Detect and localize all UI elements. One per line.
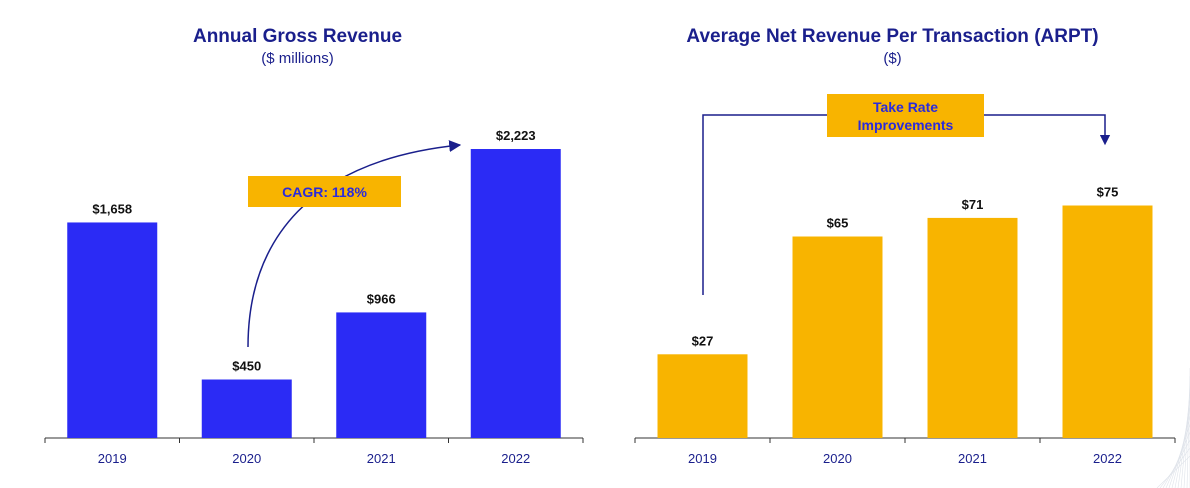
decorative-line xyxy=(1165,431,1190,488)
chart-subtitle: ($) xyxy=(883,50,902,67)
decorative-line xyxy=(1180,391,1190,488)
gross-revenue-chart: Annual Gross Revenue ($ millions) $1,658… xyxy=(44,26,584,466)
x-tick-label: 2022 xyxy=(501,451,530,466)
bar xyxy=(470,149,561,438)
take-rate-arrow xyxy=(984,114,1111,146)
decorative-line xyxy=(1177,399,1190,488)
x-tick-label: 2022 xyxy=(1093,451,1122,466)
bar xyxy=(792,236,883,438)
decorative-line xyxy=(1162,439,1190,488)
data-label: $2,223 xyxy=(496,128,536,143)
chart-subtitle: ($ millions) xyxy=(261,50,334,67)
bar xyxy=(67,222,158,438)
cagr-callout: CAGR: 118% xyxy=(248,176,401,207)
take-rate-callout: Take Rate Improvements xyxy=(827,94,984,137)
decorative-line xyxy=(1156,455,1190,488)
chart-title: Average Net Revenue Per Transaction (ARP… xyxy=(686,26,1099,47)
x-tick-label: 2020 xyxy=(232,451,261,466)
bar xyxy=(927,217,1018,438)
data-label: $966 xyxy=(367,291,396,306)
bar xyxy=(657,354,748,438)
x-tick-label: 2019 xyxy=(688,451,717,466)
bar xyxy=(1062,205,1153,438)
decorative-line xyxy=(1174,407,1190,488)
arpt-plot: $27 2019 $65 2020 $71 2021 $75 2022 xyxy=(634,114,1190,488)
x-tick-label: 2021 xyxy=(367,451,396,466)
data-label: $1,658 xyxy=(92,201,132,216)
x-tick-label: 2020 xyxy=(823,451,852,466)
bar xyxy=(336,312,427,438)
data-label: $75 xyxy=(1097,185,1119,200)
data-label: $27 xyxy=(692,333,714,348)
data-label: $450 xyxy=(232,359,261,374)
x-tick-label: 2021 xyxy=(958,451,987,466)
chart-title: Annual Gross Revenue xyxy=(192,26,403,47)
arpt-chart: Average Net Revenue Per Transaction (ARP… xyxy=(595,0,1190,488)
cagr-arrow xyxy=(247,140,462,348)
data-label: $65 xyxy=(827,216,849,231)
data-label: $71 xyxy=(962,197,984,212)
x-tick-label: 2019 xyxy=(98,451,127,466)
gross-revenue-plot: $1,658 2019 $450 2020 $966 2021 $2,223 2022 xyxy=(44,128,584,466)
take-rate-connector-left xyxy=(702,114,827,295)
decorative-line xyxy=(1159,447,1190,488)
bar xyxy=(201,379,292,438)
